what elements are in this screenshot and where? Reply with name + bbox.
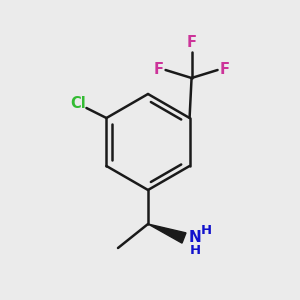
Polygon shape [148,224,186,243]
Text: N: N [189,230,201,245]
Text: F: F [154,62,164,77]
Text: F: F [187,35,196,50]
Text: H: H [189,244,201,256]
Text: H: H [200,224,211,236]
Text: F: F [220,62,230,77]
Text: Cl: Cl [70,97,86,112]
